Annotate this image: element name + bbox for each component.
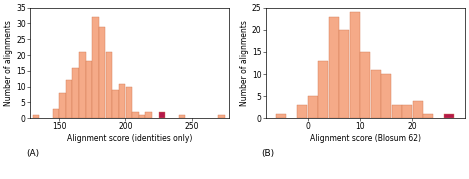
Text: (A): (A)	[26, 149, 39, 158]
Bar	[423, 114, 433, 118]
Bar	[66, 80, 72, 118]
Bar	[308, 96, 318, 118]
Bar	[72, 68, 79, 118]
Bar	[381, 74, 391, 118]
Bar	[132, 112, 139, 118]
X-axis label: Alignment score (identities only): Alignment score (identities only)	[67, 134, 192, 143]
Bar	[139, 115, 145, 118]
Bar	[53, 109, 59, 118]
Bar	[99, 27, 106, 118]
Bar	[402, 105, 412, 118]
Bar	[350, 12, 360, 118]
X-axis label: Alignment score (Blosum 62): Alignment score (Blosum 62)	[310, 134, 421, 143]
Bar	[339, 30, 349, 118]
Bar	[59, 93, 66, 118]
Bar	[318, 61, 328, 118]
Bar	[329, 16, 339, 118]
Y-axis label: Number of alignments: Number of alignments	[240, 20, 249, 106]
Bar	[33, 115, 39, 118]
Bar	[112, 90, 119, 118]
Y-axis label: Number of alignments: Number of alignments	[4, 20, 13, 106]
Bar	[92, 17, 99, 118]
Bar	[360, 52, 371, 118]
Bar	[179, 115, 185, 118]
Bar	[413, 101, 423, 118]
Bar	[145, 112, 152, 118]
Bar	[159, 112, 165, 118]
Bar	[297, 105, 308, 118]
Bar	[444, 114, 454, 118]
Bar	[219, 115, 225, 118]
Bar	[79, 52, 85, 118]
Bar	[86, 61, 92, 118]
Bar	[126, 87, 132, 118]
Bar	[392, 105, 402, 118]
Bar	[371, 70, 381, 118]
Bar	[119, 84, 125, 118]
Bar	[276, 114, 287, 118]
Bar	[106, 52, 112, 118]
Text: (B): (B)	[262, 149, 275, 158]
